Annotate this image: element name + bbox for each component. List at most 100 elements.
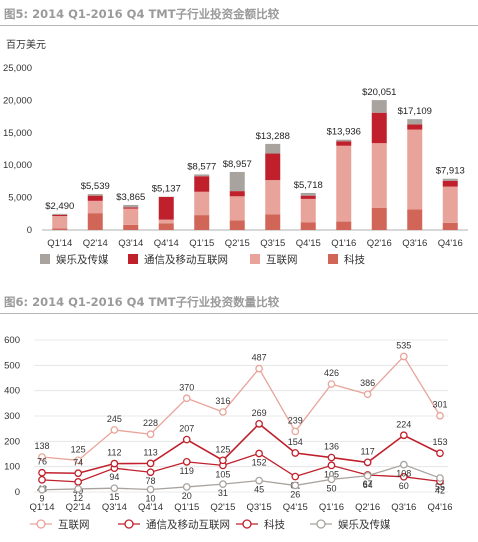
- bar-segment: [52, 228, 68, 230]
- bar-segment: [158, 219, 174, 224]
- x-tick-label: Q3'14: [118, 238, 143, 249]
- x-tick-label: Q2'15: [210, 502, 235, 513]
- data-label: 136: [324, 442, 339, 452]
- data-label: 535: [396, 340, 411, 350]
- bar-segment: [442, 222, 458, 230]
- data-label: 45: [254, 485, 264, 495]
- data-point: [38, 453, 46, 461]
- x-tick-label: Q1'16: [331, 238, 356, 249]
- data-label: 301: [432, 400, 447, 410]
- data-label: 153: [432, 437, 447, 447]
- data-label: 108: [396, 469, 411, 479]
- data-label: 239: [288, 415, 303, 425]
- data-point: [436, 449, 444, 458]
- data-label: 125: [215, 444, 230, 454]
- y-tick-label: 20,000: [3, 95, 32, 106]
- bar-segment: [194, 174, 210, 177]
- data-point: [363, 471, 372, 480]
- bar-segment: [229, 191, 245, 197]
- x-tick-label: Q2'14: [83, 238, 108, 249]
- x-tick-label: Q4'15: [283, 502, 308, 513]
- y-tick-label: 0: [15, 487, 20, 498]
- data-point: [219, 456, 227, 465]
- series-line: [41, 355, 441, 462]
- bar-segment: [265, 143, 281, 154]
- x-tick-label: Q2'14: [66, 502, 91, 513]
- data-label: 152: [252, 457, 267, 467]
- bar-segment: [87, 195, 103, 201]
- bar-segment: [336, 221, 352, 230]
- data-point: [327, 453, 336, 462]
- x-tick-label: Q3'16: [391, 502, 416, 513]
- data-point: [327, 380, 336, 388]
- bar-segment: [194, 176, 210, 192]
- investment-count-line-chart: 0 100 200 300 400 500 600 Q1'14 Q2'14 Q3'14 Q4'14 Q…: [4, 335, 452, 531]
- legend-label: 科技: [264, 518, 285, 531]
- data-point: [255, 476, 263, 485]
- data-label: 119: [180, 466, 194, 476]
- data-label: 42: [435, 485, 445, 495]
- bar-segment: [158, 223, 174, 230]
- bar-segment: [87, 200, 103, 214]
- bar-segment: [52, 213, 68, 215]
- bar-segment: [371, 112, 387, 144]
- data-point: [146, 459, 155, 468]
- data-label: 50: [326, 483, 336, 493]
- data-label: 112: [107, 448, 121, 458]
- data-point: [327, 461, 336, 470]
- bar-segment: [442, 180, 458, 187]
- data-point: [74, 469, 83, 478]
- data-point: [146, 485, 155, 494]
- bar-segment: [300, 198, 316, 223]
- bar-segment: [442, 186, 458, 223]
- data-label: 125: [71, 444, 86, 454]
- bar-segment: [336, 139, 352, 142]
- bar-total-label: $7,913: [436, 166, 465, 177]
- legend-marker: [242, 519, 252, 529]
- bar-segment: [300, 222, 316, 230]
- legend-label: 互联网: [266, 254, 298, 266]
- x-tick-label: Q1'14: [47, 238, 72, 249]
- bar-segment: [300, 195, 316, 199]
- data-label: 64: [363, 480, 373, 490]
- y-tick-label: 400: [4, 386, 20, 397]
- series-line: [41, 422, 441, 475]
- bar-segment: [158, 196, 174, 220]
- bar-segment: [300, 192, 316, 196]
- x-tick-label: Q3'14: [102, 502, 127, 513]
- data-point: [146, 430, 155, 439]
- bar-segment: [229, 196, 245, 221]
- data-point: [182, 394, 191, 403]
- data-label: 10: [146, 493, 156, 503]
- data-point: [399, 431, 408, 440]
- bar-segment: [336, 141, 352, 146]
- data-point: [363, 390, 372, 399]
- data-label: 105: [215, 469, 230, 479]
- bar-segment: [407, 129, 423, 210]
- bar-segment: [123, 208, 139, 225]
- data-point: [291, 427, 300, 436]
- figure2-title: 图6: 2014 Q1-2016 Q4 TMT子行业投资数量比较: [4, 295, 280, 309]
- data-point: [399, 460, 408, 469]
- bar-segment: [442, 178, 458, 181]
- bar-total-label: $5,718: [294, 180, 323, 191]
- bar-segment: [87, 194, 103, 196]
- bar-segment: [52, 216, 68, 229]
- bar-segment: [52, 214, 68, 217]
- data-point: [219, 480, 227, 488]
- data-label: 94: [109, 472, 119, 482]
- data-label: 31: [218, 488, 228, 498]
- data-point: [110, 484, 119, 493]
- bar-total-label: $5,539: [81, 181, 110, 192]
- data-point: [255, 449, 263, 458]
- legend-marker: [36, 519, 46, 529]
- bar-segment: [265, 153, 281, 181]
- data-point: [436, 474, 444, 482]
- legend-marker: [316, 519, 326, 529]
- data-point: [291, 481, 300, 490]
- data-label: 224: [396, 419, 411, 429]
- data-label: 269: [252, 408, 267, 418]
- bar-segment: [371, 143, 387, 208]
- y-tick-label: 200: [4, 436, 20, 447]
- x-tick-label: Q4'15: [296, 238, 321, 249]
